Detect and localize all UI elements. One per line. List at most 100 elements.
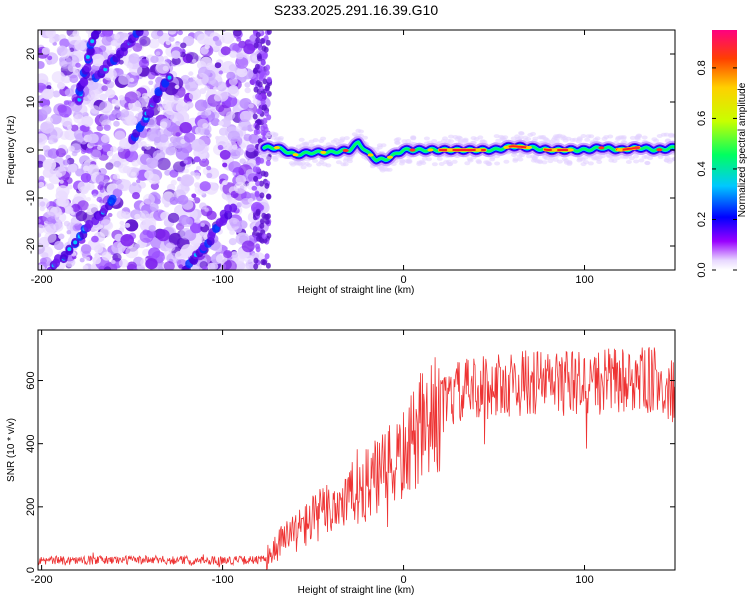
noise-speck xyxy=(79,257,85,263)
noise-speck xyxy=(139,210,150,219)
edge-speck xyxy=(262,52,268,59)
noise-speck xyxy=(191,138,206,152)
noise-speck xyxy=(163,55,168,60)
noise-speck xyxy=(64,177,73,185)
noise-speck xyxy=(87,133,99,144)
noise-speck xyxy=(63,220,70,227)
trace-hot-dot xyxy=(656,148,663,152)
noise-speck xyxy=(77,200,89,211)
noise-speck xyxy=(216,81,227,92)
trace-halo xyxy=(451,159,458,164)
trace-halo xyxy=(405,139,412,143)
noise-speck xyxy=(50,113,62,125)
trace-halo xyxy=(440,139,447,143)
noise-streak-peak xyxy=(90,39,95,44)
noise-speck xyxy=(183,168,189,174)
colorbar-label: Normalized spectral amplitude xyxy=(737,82,748,217)
edge-speck xyxy=(255,180,261,187)
noise-speck xyxy=(41,252,49,259)
noise-speck xyxy=(130,171,136,177)
edge-speck xyxy=(265,39,271,46)
noise-speck xyxy=(112,188,123,198)
y-tick-label: 20 xyxy=(25,48,37,60)
noise-speck xyxy=(194,99,208,112)
noise-speck xyxy=(239,158,246,165)
edge-speck xyxy=(256,94,262,101)
colorbar-tick-label: 0.4 xyxy=(696,161,708,176)
trace-halo xyxy=(526,154,532,159)
noise-speck xyxy=(119,224,126,230)
trace-halo xyxy=(394,140,401,145)
trace-halo xyxy=(585,134,592,139)
trace-halo xyxy=(641,155,648,160)
noise-speck xyxy=(200,111,209,119)
noise-speck xyxy=(204,85,211,91)
edge-speck xyxy=(253,175,259,182)
noise-speck xyxy=(75,168,84,177)
edge-speck xyxy=(256,53,262,60)
noise-speck xyxy=(194,218,201,224)
noise-speck xyxy=(74,39,87,51)
noise-speck xyxy=(238,253,246,260)
noise-speck xyxy=(147,128,162,142)
noise-speck xyxy=(87,164,100,176)
trace-hot-dot xyxy=(616,148,623,152)
noise-speck xyxy=(148,225,156,232)
noise-speck xyxy=(51,71,66,84)
noise-speck xyxy=(248,103,254,109)
noise-speck xyxy=(47,148,59,159)
noise-speck xyxy=(147,72,156,80)
noise-speck xyxy=(38,73,49,86)
noise-speck xyxy=(63,100,70,106)
edge-speck xyxy=(259,192,265,199)
trace-halo xyxy=(290,162,297,167)
trace-halo xyxy=(318,139,325,143)
edge-speck xyxy=(253,263,259,270)
edge-speck xyxy=(253,42,259,49)
trace-halo xyxy=(398,161,405,166)
trace-halo xyxy=(503,159,510,164)
noise-speck xyxy=(167,212,180,223)
noise-speck xyxy=(244,87,251,94)
snr-panel: -200 -100 0 100 0 200 400 600 Height of straig… xyxy=(6,329,676,596)
noise-streak-dot xyxy=(85,219,94,229)
edge-speck xyxy=(253,86,259,93)
edge-speck xyxy=(256,118,262,125)
noise-speck xyxy=(136,179,141,184)
edge-speck xyxy=(253,257,259,264)
noise-speck xyxy=(66,230,72,235)
noise-speck xyxy=(42,160,52,170)
noise-speck xyxy=(56,45,68,56)
noise-speck xyxy=(113,33,121,40)
noise-speck xyxy=(178,264,184,269)
noise-speck xyxy=(193,156,201,163)
trace-halo xyxy=(591,155,598,160)
trace-halo xyxy=(601,136,608,141)
trace-halo xyxy=(346,157,353,161)
noise-speck xyxy=(59,38,70,48)
noise-speck xyxy=(175,101,189,114)
y-tick-label: -10 xyxy=(25,190,37,206)
noise-speck xyxy=(168,36,175,42)
trace-hot-dot xyxy=(526,145,532,150)
trace-halo xyxy=(300,165,307,170)
noise-speck xyxy=(164,169,171,176)
snr-y-ticks: 0 200 400 600 xyxy=(25,371,675,573)
noise-streak-peak xyxy=(67,247,72,252)
trace-halo xyxy=(395,137,402,142)
y-tick-label: 600 xyxy=(25,371,37,389)
noise-speck xyxy=(203,37,214,47)
trace-halo xyxy=(565,136,572,141)
noise-speck xyxy=(215,40,222,47)
noise-streak-dot xyxy=(93,30,102,35)
trace-halo xyxy=(517,157,524,162)
trace-halo xyxy=(406,159,413,164)
trace-halo xyxy=(547,159,554,164)
noise-speck xyxy=(70,124,79,132)
trace-halo xyxy=(454,137,461,141)
trace-halo xyxy=(667,133,674,138)
noise-speck xyxy=(92,193,97,198)
edge-speck xyxy=(257,108,263,115)
x-tick-label: -100 xyxy=(212,274,234,286)
noise-speck xyxy=(144,170,154,180)
